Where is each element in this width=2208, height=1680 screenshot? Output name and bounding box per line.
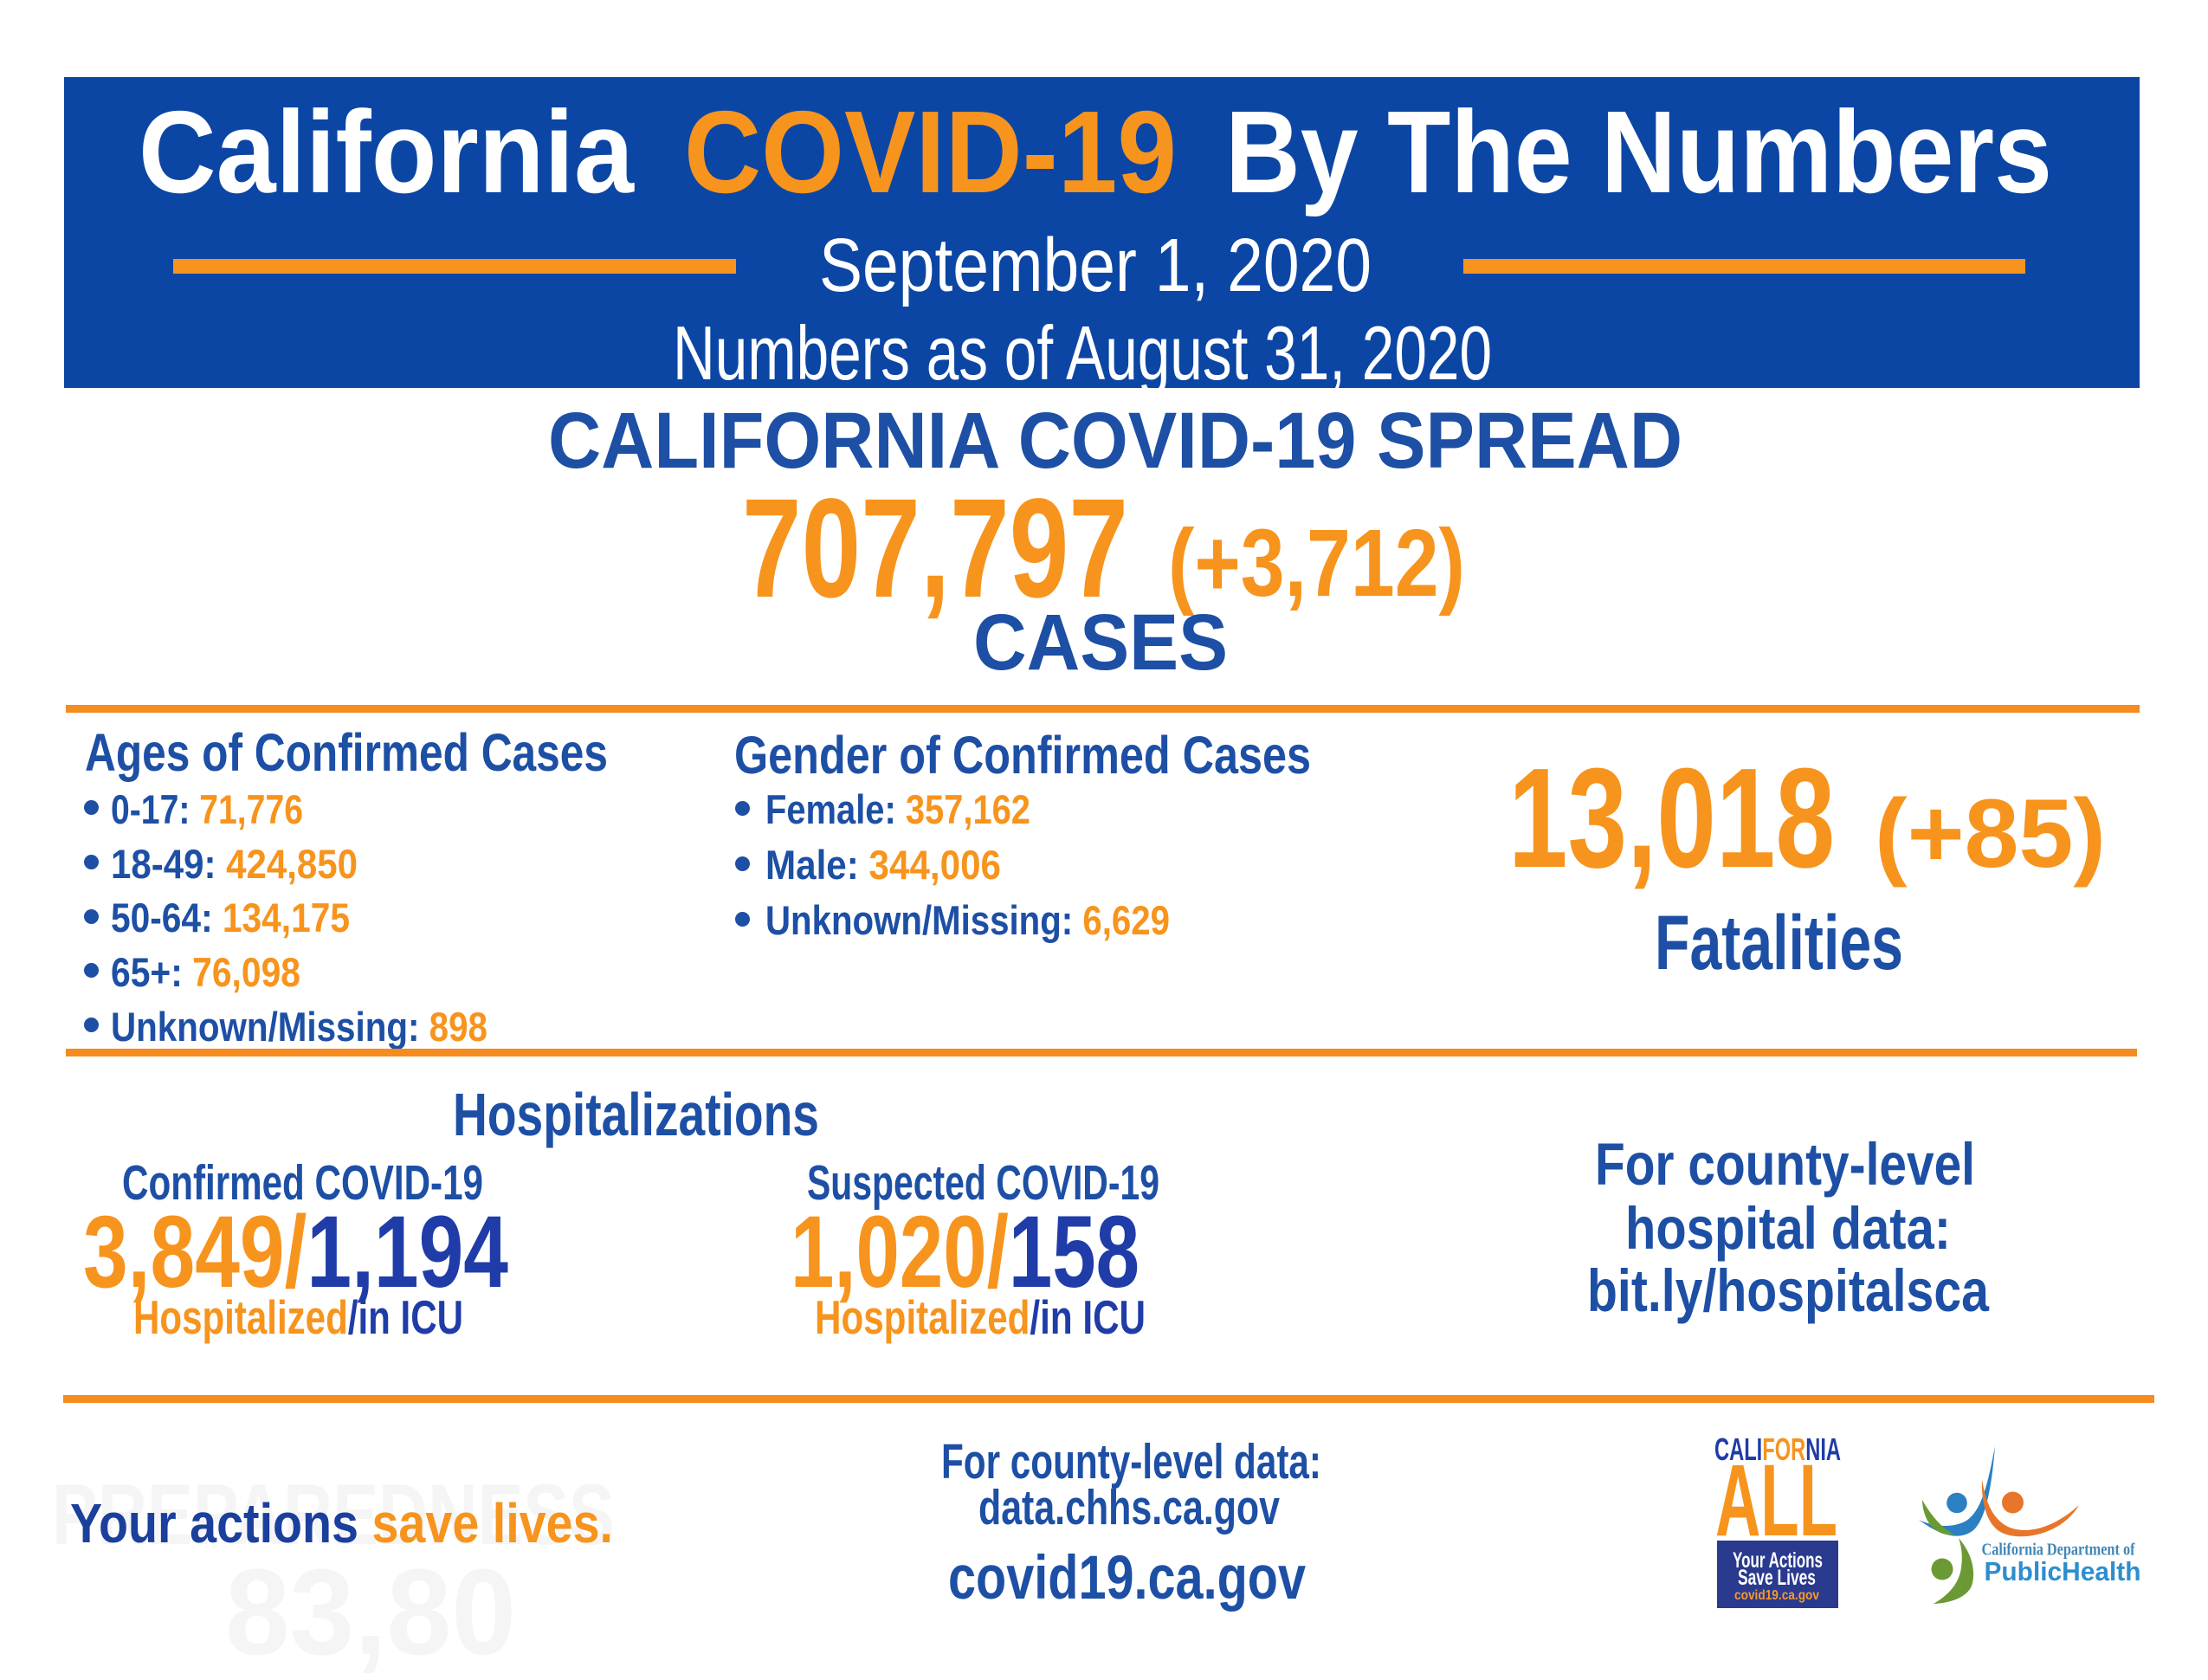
svg-text:PublicHealth: PublicHealth <box>1985 1556 2141 1586</box>
svg-text:California Department of: California Department of <box>1982 1541 2136 1560</box>
